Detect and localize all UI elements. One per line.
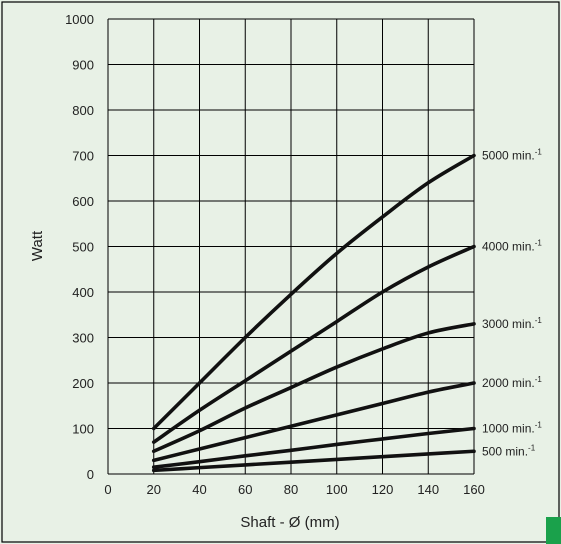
- series-label-sup: -1: [535, 148, 543, 157]
- series-label-name: 2000 min.: [482, 376, 535, 390]
- x-axis-label: Shaft - Ø (mm): [240, 514, 339, 531]
- y-tick-label: 400: [72, 285, 94, 300]
- series-label-2: 4000 min.-1: [482, 239, 542, 254]
- y-tick-label: 600: [72, 194, 94, 209]
- series-label-1: 5000 min.-1: [482, 148, 542, 163]
- series-label-name: 3000 min.: [482, 317, 535, 331]
- y-tick-label: 300: [72, 331, 94, 346]
- grid: [107, 18, 475, 475]
- series-line-5: [151, 426, 476, 469]
- y-tick-label: 1000: [65, 12, 94, 27]
- y-tick-label: 100: [72, 422, 94, 437]
- series-line-2: [151, 244, 476, 444]
- accent-block: [546, 517, 561, 544]
- series-label-sup: -1: [535, 375, 543, 384]
- tick-labels: 0 20 40 60 80 100 120 140 160 0 100 200 300 400 500 600…: [65, 12, 485, 497]
- y-tick-label: 900: [72, 58, 94, 73]
- x-tick-label: 140: [417, 482, 439, 497]
- x-tick-label: 60: [238, 482, 252, 497]
- series-label-sup: -1: [535, 316, 543, 325]
- x-tick-label: 160: [463, 482, 485, 497]
- series-label-5: 1000 min.-1: [482, 421, 542, 436]
- y-axis-label: Watt: [29, 230, 46, 261]
- y-tick-label: 500: [72, 240, 94, 255]
- series-label-sup: -1: [535, 239, 543, 248]
- series-label-name: 5000 min.: [482, 149, 535, 163]
- x-tick-label: 120: [372, 482, 394, 497]
- x-tick-label: 0: [104, 482, 111, 497]
- series-label-sup: -1: [535, 421, 543, 430]
- series-line-6: [151, 449, 476, 473]
- series-label-name: 1000 min.: [482, 422, 535, 436]
- series-label-name: 4000 min.: [482, 240, 535, 254]
- series-label-name: 500 min.: [482, 444, 528, 458]
- series-line-3: [151, 322, 476, 454]
- x-tick-label: 100: [326, 482, 348, 497]
- series-group: [151, 153, 476, 473]
- y-tick-label: 0: [87, 467, 94, 482]
- y-tick-label: 700: [72, 149, 94, 164]
- series-label-6: 500 min.-1: [482, 443, 536, 458]
- x-tick-label: 20: [147, 482, 161, 497]
- series-line-1: [151, 153, 476, 431]
- x-tick-label: 40: [192, 482, 206, 497]
- series-line-4: [151, 381, 476, 463]
- x-tick-label: 80: [284, 482, 298, 497]
- y-tick-label: 800: [72, 103, 94, 118]
- y-tick-label: 200: [72, 376, 94, 391]
- series-label-3: 3000 min.-1: [482, 316, 542, 331]
- series-label-4: 2000 min.-1: [482, 375, 542, 390]
- series-label-sup: -1: [528, 443, 536, 452]
